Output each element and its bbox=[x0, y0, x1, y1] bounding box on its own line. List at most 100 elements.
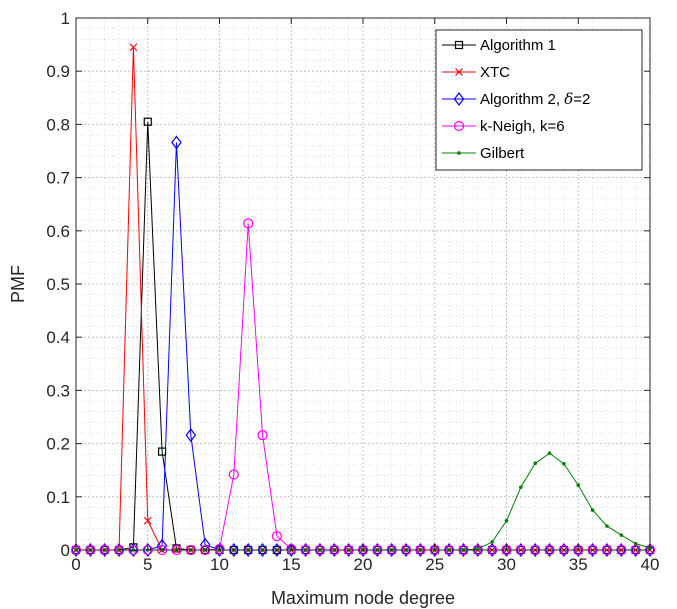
series-3-point bbox=[501, 543, 512, 557]
series-3-point bbox=[429, 543, 440, 557]
legend-label-part: Algorithm 2, bbox=[480, 91, 564, 108]
series-5-point bbox=[519, 485, 523, 490]
series-5-point bbox=[490, 540, 494, 544]
series-3-point bbox=[415, 543, 426, 557]
series-3-point bbox=[257, 543, 268, 557]
series-2-point bbox=[129, 43, 138, 52]
series-5-point bbox=[504, 518, 509, 523]
y-tick-label: 0.4 bbox=[46, 328, 70, 347]
series-3-point bbox=[544, 543, 555, 557]
series-3-point bbox=[128, 543, 139, 557]
series-3-point bbox=[286, 543, 297, 557]
x-tick-label: 15 bbox=[282, 555, 301, 574]
y-tick-label: 1 bbox=[61, 9, 70, 28]
x-axis-label: Maximum node degree bbox=[271, 588, 455, 608]
y-tick-label: 0.7 bbox=[46, 169, 70, 188]
y-tick-label: 0.3 bbox=[46, 381, 70, 400]
x-tick-label: 20 bbox=[354, 555, 373, 574]
series-3-point bbox=[343, 543, 354, 557]
legend-label: Algorithm 2, δ=2 bbox=[480, 90, 590, 108]
legend: Algorithm 1 XTC Algorithm 2, δ=2 k-Neigh, k… bbox=[435, 29, 643, 171]
series-3-point bbox=[386, 543, 397, 557]
series-3-point bbox=[242, 543, 254, 557]
series-3-point bbox=[630, 543, 641, 557]
series-3-point bbox=[185, 428, 197, 443]
x-tick-label: 5 bbox=[143, 555, 152, 574]
y-tick-label: 0.1 bbox=[46, 488, 70, 507]
series-5-point bbox=[533, 461, 538, 466]
series-1-point bbox=[143, 117, 152, 126]
y-tick-label: 0.8 bbox=[46, 115, 70, 134]
legend-label-part: δ bbox=[564, 90, 573, 108]
series-3-point bbox=[314, 543, 326, 557]
series-3-point bbox=[214, 543, 225, 557]
legend-label: Gilbert bbox=[480, 145, 525, 162]
series-3-point bbox=[85, 543, 96, 557]
series-3-point bbox=[529, 543, 541, 557]
y-tick-label: 0.5 bbox=[46, 275, 70, 294]
series-3-point bbox=[486, 543, 498, 557]
axis-ticks bbox=[75, 17, 651, 551]
y-axis-label: PMF bbox=[8, 265, 28, 303]
series-3-point bbox=[142, 543, 153, 557]
series-3-point bbox=[644, 543, 656, 557]
x-tick-label: 25 bbox=[425, 555, 444, 574]
series-3-point bbox=[171, 135, 182, 150]
series-5-point bbox=[605, 524, 609, 528]
x-tick-label: 35 bbox=[569, 555, 588, 574]
series-3-point bbox=[329, 543, 340, 557]
legend-label-part: =2 bbox=[573, 91, 590, 108]
legend-label: k-Neigh, k=6 bbox=[480, 118, 565, 135]
series-3-point bbox=[573, 543, 584, 557]
legend-marker bbox=[457, 151, 461, 155]
legend-label: XTC bbox=[480, 64, 510, 81]
series-5-point bbox=[619, 533, 624, 537]
y-tick-label: 0.6 bbox=[46, 222, 70, 241]
series-5-point bbox=[590, 508, 595, 512]
series-3-point bbox=[587, 543, 598, 557]
series-2-point bbox=[143, 516, 152, 525]
legend-marker bbox=[454, 40, 464, 50]
series-3-point bbox=[616, 543, 627, 557]
series-3-point bbox=[271, 543, 283, 557]
series-5-point bbox=[562, 461, 566, 466]
series-3-point bbox=[458, 543, 469, 557]
legend-item-2: XTC bbox=[442, 64, 510, 81]
series-3-point bbox=[372, 543, 383, 557]
legend-marker bbox=[453, 92, 465, 106]
legend-label: Algorithm 1 bbox=[480, 37, 556, 54]
tick-labels: 0 5 10 15 20 25 30 35 40 0 0.1 0.2 0.3 0.4 0.5 0.6 0.7 0.… bbox=[46, 9, 659, 574]
series-3-point bbox=[558, 543, 570, 557]
legend-marker bbox=[453, 120, 465, 132]
series-4-point bbox=[257, 429, 268, 441]
series-5-point bbox=[547, 451, 552, 456]
y-tick-label: 0 bbox=[61, 541, 70, 560]
legend-item-1: Algorithm 1 bbox=[442, 37, 556, 54]
series-3-point bbox=[99, 543, 110, 557]
series-3-point bbox=[443, 543, 455, 557]
x-tick-label: 0 bbox=[71, 555, 80, 574]
y-tick-label: 0.9 bbox=[46, 62, 70, 81]
y-tick-label: 0.2 bbox=[46, 435, 70, 454]
series-3-point bbox=[113, 543, 125, 557]
series-3-point bbox=[70, 543, 82, 557]
series-3-point bbox=[515, 543, 527, 557]
series-3-point bbox=[601, 543, 613, 557]
series-3-point bbox=[228, 543, 240, 557]
x-tick-label: 10 bbox=[210, 555, 229, 574]
series-4-point bbox=[243, 218, 254, 229]
series-3-point bbox=[400, 543, 412, 557]
series-5-point bbox=[633, 541, 638, 546]
legend-marker bbox=[455, 68, 463, 76]
legend-item-4: k-Neigh, k=6 bbox=[442, 118, 565, 135]
x-tick-label: 40 bbox=[641, 555, 660, 574]
series-5-point bbox=[576, 483, 581, 487]
series-4-point bbox=[271, 531, 282, 542]
series-3-point bbox=[300, 543, 311, 557]
series-4-point bbox=[228, 469, 239, 480]
legend-item-5: Gilbert bbox=[442, 145, 525, 162]
x-tick-label: 30 bbox=[497, 555, 516, 574]
legend-item-3: Algorithm 2, δ=2 bbox=[442, 90, 590, 108]
legend-box bbox=[435, 29, 643, 171]
